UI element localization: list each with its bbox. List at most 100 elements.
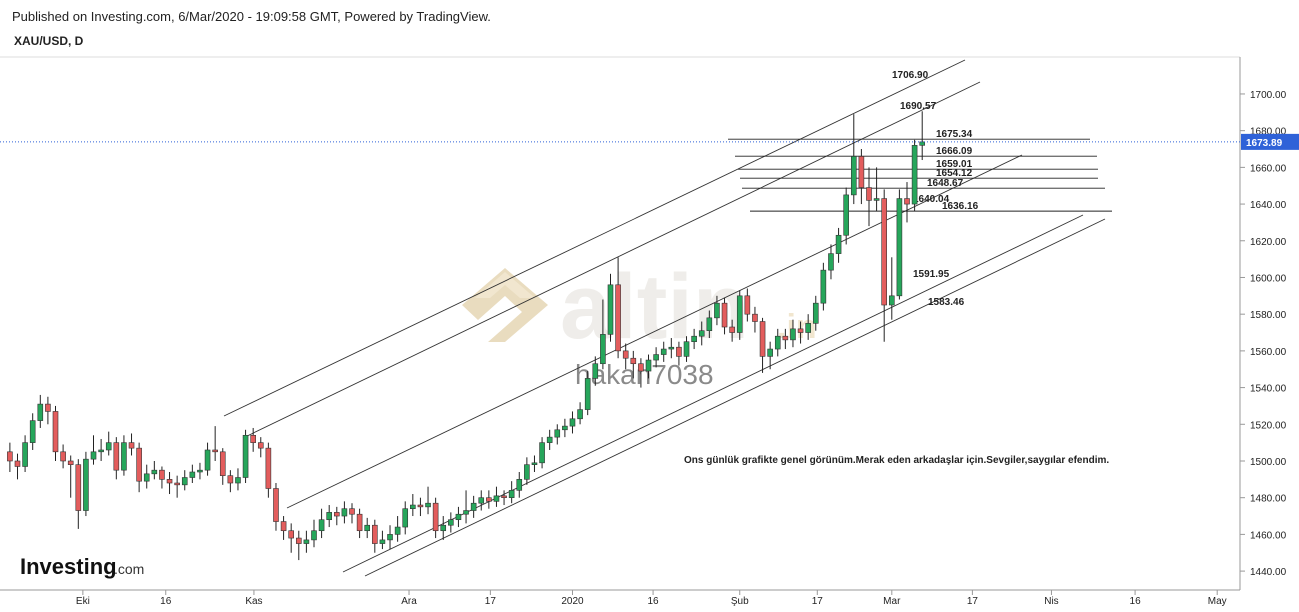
channel-line xyxy=(223,59,966,417)
candle-body xyxy=(189,471,196,478)
candle-body xyxy=(14,460,21,467)
candle-body xyxy=(843,194,849,236)
candle-body xyxy=(75,464,82,511)
price-tag-label: 1673.89 xyxy=(1246,138,1283,149)
candle-body xyxy=(242,434,249,478)
watermark: hakan7038 xyxy=(575,359,714,390)
x-tick-label: 16 xyxy=(1130,596,1142,607)
chart-title: XAU/USD, D xyxy=(14,34,84,48)
candle-body xyxy=(546,436,553,443)
candle-body xyxy=(790,328,796,341)
candle-body xyxy=(774,335,781,350)
candle-body xyxy=(714,302,720,319)
candle-body xyxy=(45,403,51,412)
candle-body xyxy=(67,460,74,465)
candle-body xyxy=(721,302,728,328)
candle-body xyxy=(888,295,895,306)
candle-body xyxy=(159,469,165,480)
candle-body xyxy=(22,442,28,467)
candle-body xyxy=(440,524,447,532)
y-tick-label: 1480.00 xyxy=(1250,494,1287,505)
candle-body xyxy=(615,284,621,352)
x-tick-label: 16 xyxy=(648,596,660,607)
candle-body xyxy=(759,321,766,357)
candle-body xyxy=(37,403,44,421)
candle-body xyxy=(333,512,340,517)
candle-body xyxy=(805,323,811,333)
candle-body xyxy=(592,363,599,379)
candle-body xyxy=(729,326,735,333)
y-tick-label: 1540.00 xyxy=(1250,384,1287,395)
candle-body xyxy=(235,477,241,484)
y-tick-label: 1520.00 xyxy=(1250,420,1287,431)
level-label: 1640.04 xyxy=(913,194,950,205)
candle-body xyxy=(181,477,188,486)
candle-body xyxy=(744,295,751,315)
candle-body xyxy=(311,530,317,541)
candle-body xyxy=(83,458,89,511)
candle-body xyxy=(904,198,910,205)
candle-body xyxy=(303,539,310,544)
candle-body xyxy=(295,537,302,544)
candle-body xyxy=(166,479,173,484)
x-tick-label: May xyxy=(1208,596,1227,607)
candle-body xyxy=(257,442,264,449)
candle-body xyxy=(387,534,393,541)
candle-body xyxy=(797,328,804,333)
x-tick-label: Nis xyxy=(1044,596,1058,607)
channel-label: 1706.90 xyxy=(892,70,929,81)
x-tick-label: Mar xyxy=(883,596,901,607)
candle-body xyxy=(364,524,371,532)
x-tick-label: Kas xyxy=(245,596,262,607)
candle-body xyxy=(531,462,538,465)
price-tag xyxy=(1241,133,1299,150)
candle-body xyxy=(752,313,758,322)
candle-body xyxy=(432,502,439,532)
candle-body xyxy=(767,348,773,357)
candle-body xyxy=(7,451,13,462)
candle-body xyxy=(691,335,697,343)
candle-body xyxy=(227,475,234,484)
candle-body xyxy=(113,442,120,471)
candle-body xyxy=(470,502,477,511)
candle-body xyxy=(379,539,386,544)
y-tick-label: 1620.00 xyxy=(1250,237,1287,248)
x-tick-label: 2020 xyxy=(561,596,584,607)
candle-body xyxy=(516,479,523,491)
candle-body xyxy=(501,495,507,498)
channel-label: 1591.95 xyxy=(913,269,950,280)
brand: Investing xyxy=(20,554,117,579)
candle-body xyxy=(850,156,857,196)
candle-body xyxy=(539,442,545,464)
candle-body xyxy=(288,530,294,539)
candle-body xyxy=(919,141,926,146)
level-label: 1675.34 xyxy=(936,129,973,140)
candle-body xyxy=(630,357,637,365)
candle-body xyxy=(410,504,416,510)
candle-body xyxy=(219,451,226,476)
candle-body xyxy=(204,449,211,471)
candle-body xyxy=(372,524,378,544)
candle-body xyxy=(638,363,644,372)
candle-body xyxy=(394,526,401,535)
candle-body xyxy=(607,284,614,335)
candle-body xyxy=(493,495,500,502)
candle-body xyxy=(676,346,682,357)
candle-body xyxy=(782,335,789,341)
candle-body xyxy=(250,434,256,443)
candle-body xyxy=(478,497,485,504)
candle-body xyxy=(562,425,568,431)
candle-body xyxy=(858,156,865,188)
y-tick-label: 1560.00 xyxy=(1250,347,1287,358)
x-tick-label: 17 xyxy=(485,596,497,607)
candle-body xyxy=(653,354,659,361)
header: Published on Investing.com, 6/Mar/2020 -… xyxy=(12,9,491,24)
candle-body xyxy=(584,378,591,410)
candle-body xyxy=(356,513,363,532)
y-tick-label: 1440.00 xyxy=(1250,567,1287,578)
candle-body xyxy=(881,198,887,306)
candle-body xyxy=(508,490,515,498)
candle-body xyxy=(90,451,97,460)
candle-body xyxy=(820,269,827,304)
candle-body xyxy=(143,473,150,482)
